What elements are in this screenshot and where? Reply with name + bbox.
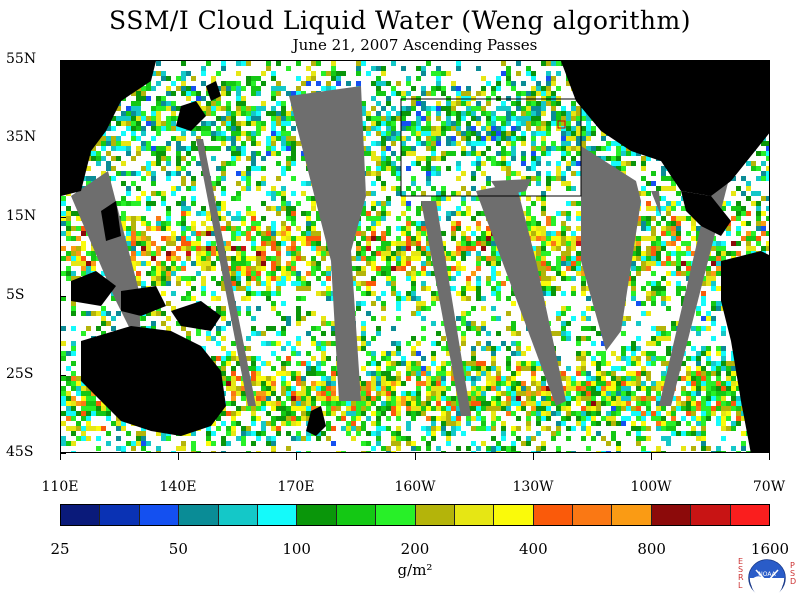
lat-tick xyxy=(60,138,66,139)
lat-tick xyxy=(60,453,66,454)
colorbar-tick-label: 25 xyxy=(50,540,70,558)
lon-label: 110E xyxy=(41,479,79,495)
lon-label: 100W xyxy=(630,479,672,495)
colorbar-tick-label: 400 xyxy=(519,540,548,558)
colorbar-swatch xyxy=(100,505,140,525)
colorbar-swatch xyxy=(218,505,258,525)
map-canvas xyxy=(61,61,769,452)
colorbar-swatch xyxy=(454,505,495,525)
lat-tick xyxy=(60,375,66,376)
colorbar-swatch xyxy=(376,505,416,525)
lon-tick xyxy=(178,453,179,460)
lat-tick xyxy=(60,296,66,297)
lat-tick xyxy=(60,217,66,218)
colorbar-swatch xyxy=(139,505,180,525)
colorbar-tick-label: 50 xyxy=(168,540,188,558)
lat-label: 35N xyxy=(6,129,37,145)
chart-subtitle: June 21, 2007 Ascending Passes xyxy=(292,36,538,54)
lat-tick xyxy=(60,60,66,61)
colorbar-swatch xyxy=(494,505,534,525)
noaa-emblem-icon: NOAA xyxy=(748,559,786,598)
colorbar-swatch xyxy=(573,505,613,525)
chart-title: SSM/I Cloud Liquid Water (Weng algorithm… xyxy=(109,6,691,35)
lon-tick xyxy=(296,453,297,460)
colorbar-swatch xyxy=(691,505,731,525)
colorbar-swatch xyxy=(297,505,337,525)
colorbar-swatch xyxy=(612,505,652,525)
logo-right-text: PSD xyxy=(790,561,797,586)
lon-label: 160W xyxy=(394,479,436,495)
colorbar-tick-label: 800 xyxy=(637,540,666,558)
lat-label: 55N xyxy=(6,51,37,67)
colorbar-swatch xyxy=(730,505,770,525)
colorbar-swatch xyxy=(179,505,219,525)
noaa-logo: ESRL NOAA PSD xyxy=(736,558,798,598)
map-panel xyxy=(60,60,770,453)
lon-tick xyxy=(769,453,770,460)
logo-center-text: NOAA xyxy=(758,571,776,578)
lon-label: 170E xyxy=(277,479,315,495)
lon-label: 140E xyxy=(159,479,197,495)
colorbar-tick-label: 100 xyxy=(282,540,311,558)
no-data-swaths xyxy=(71,86,769,416)
lon-tick xyxy=(415,453,416,460)
colorbar-units: g/m² xyxy=(397,561,433,579)
lat-label: 45S xyxy=(6,444,34,460)
lat-label: 25S xyxy=(6,366,34,382)
colorbar-swatch xyxy=(651,505,692,525)
colorbar-swatch xyxy=(533,505,574,525)
colorbar-swatch xyxy=(336,505,377,525)
lon-label: 70W xyxy=(752,479,786,495)
logo-left-text: ESRL xyxy=(738,557,744,590)
lat-label: 5S xyxy=(6,287,25,303)
lon-tick xyxy=(651,453,652,460)
colorbar-tick-label: 1600 xyxy=(750,540,790,558)
colorbar-swatch xyxy=(257,505,298,525)
location-marker xyxy=(557,120,566,129)
lon-tick xyxy=(533,453,534,460)
colorbar-swatch xyxy=(415,505,455,525)
colorbar xyxy=(60,504,770,526)
lon-tick xyxy=(60,453,61,460)
colorbar-tick-label: 200 xyxy=(400,540,430,558)
land-masses xyxy=(61,61,769,452)
lon-label: 130W xyxy=(512,479,554,495)
lat-label: 15N xyxy=(6,208,37,224)
region-box xyxy=(400,98,582,197)
colorbar-swatch xyxy=(61,505,101,525)
